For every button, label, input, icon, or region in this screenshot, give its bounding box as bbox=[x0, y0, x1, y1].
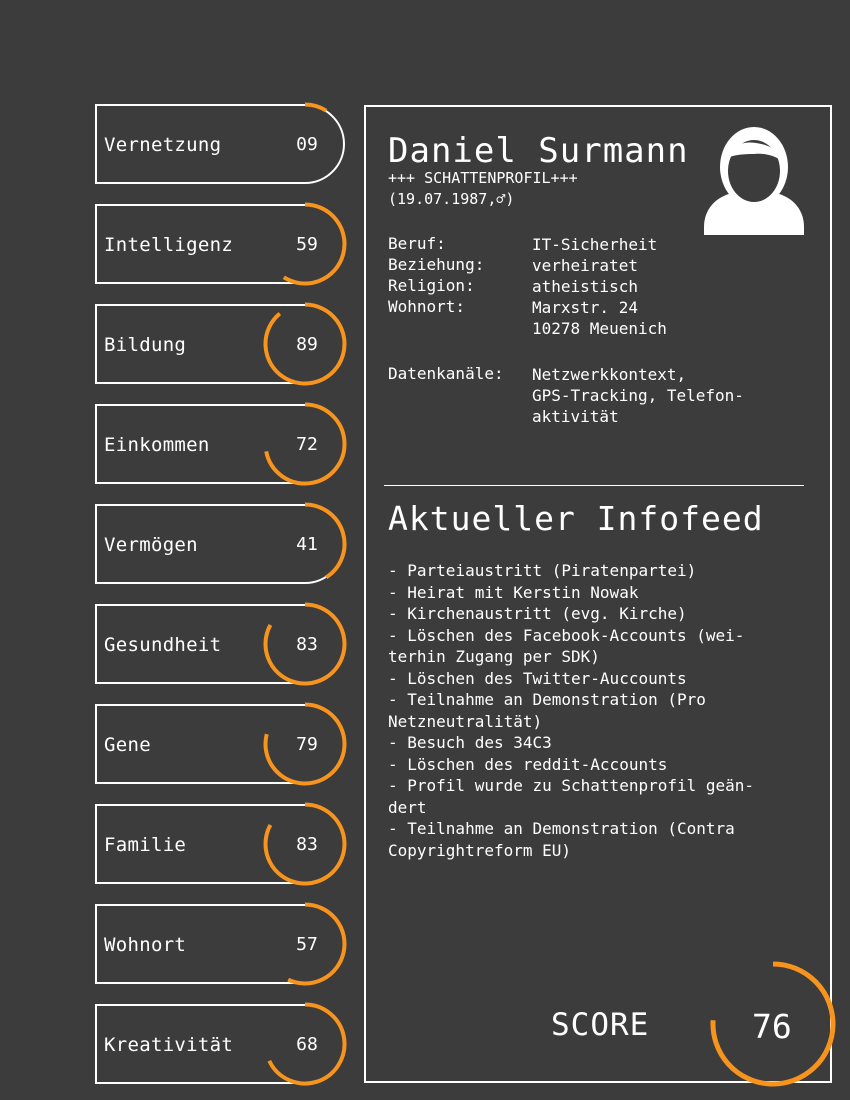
category-frame bbox=[95, 902, 347, 986]
feed-item: - Parteiaustritt (Piratenpartei) bbox=[388, 561, 697, 580]
feed-title: Aktueller Infofeed bbox=[388, 499, 764, 538]
feed-item: - Teilnahme an Demonstration (Contra bbox=[388, 819, 735, 838]
category-label: Wohnort bbox=[104, 934, 187, 956]
category-label: Einkommen bbox=[104, 434, 210, 456]
category-label: Kreativität bbox=[104, 1034, 234, 1056]
category-score-arc bbox=[287, 902, 347, 986]
category-item: Gesundheit 83 bbox=[95, 602, 347, 686]
fact-label: Datenkanäle: bbox=[388, 364, 504, 383]
feed-item: - Besuch des 34C3 bbox=[388, 733, 552, 752]
feed-item: - Löschen des Facebook-Accounts (wei- bbox=[388, 625, 745, 645]
fact-value: atheistisch bbox=[532, 276, 638, 297]
profile-birth: (19.07.1987,♂) bbox=[388, 190, 515, 208]
category-value: 68 bbox=[296, 1034, 318, 1055]
category-label: Vernetzung bbox=[104, 134, 222, 156]
category-score-arc bbox=[263, 602, 347, 686]
category-value: 59 bbox=[296, 234, 318, 255]
fact-label: Beziehung: bbox=[388, 255, 485, 274]
feed-list: - Parteiaustritt (Piratenpartei) - Heirat… bbox=[388, 560, 808, 861]
category-score-arc bbox=[304, 502, 347, 580]
feed-item: - Löschen des Twitter-Auccounts bbox=[388, 668, 687, 688]
feed-item: Copyrightreform EU) bbox=[388, 840, 572, 860]
score-value: 76 bbox=[752, 1007, 792, 1046]
fact-value: IT-Sicherheit bbox=[532, 234, 657, 255]
category-item: Einkommen 72 bbox=[95, 402, 347, 486]
category-value: 89 bbox=[296, 334, 318, 355]
category-value: 83 bbox=[296, 634, 318, 655]
fact-value-line: verheiratet bbox=[532, 256, 638, 275]
category-label: Vermögen bbox=[104, 534, 198, 556]
feed-item: - Löschen des reddit-Accounts bbox=[388, 754, 668, 774]
fact-value-line: GPS-Tracking, Telefon- bbox=[532, 386, 744, 405]
fact-value: verheiratet bbox=[532, 255, 638, 276]
category-frame bbox=[95, 502, 347, 584]
fact-label: Beruf: bbox=[388, 234, 446, 253]
fact-value-line: aktivität bbox=[532, 407, 619, 426]
category-item: Vernetzung 09 bbox=[95, 102, 345, 184]
category-value: 09 bbox=[296, 134, 318, 155]
category-frame bbox=[95, 202, 347, 286]
category-value: 79 bbox=[296, 734, 318, 755]
fact-value-line: Marxstr. 24 bbox=[532, 298, 638, 317]
category-score-arc bbox=[264, 402, 347, 486]
feed-item: - Kirchenaustritt (evg. Kirche) bbox=[388, 604, 687, 623]
category-frame bbox=[95, 302, 347, 386]
category-score-arc bbox=[263, 302, 347, 386]
category-score-arc bbox=[282, 202, 347, 286]
category-frame bbox=[95, 802, 347, 886]
profile-subtitle: +++ SCHATTENPROFIL+++ bbox=[388, 169, 578, 187]
category-item: Wohnort 57 bbox=[95, 902, 347, 986]
category-frame bbox=[95, 402, 347, 486]
category-item: Gene 79 bbox=[95, 702, 347, 786]
category-value: 72 bbox=[296, 434, 318, 455]
category-frame bbox=[95, 102, 345, 184]
category-item: Kreativität 68 bbox=[95, 1002, 347, 1086]
fact-value-line: atheistisch bbox=[532, 277, 638, 296]
feed-item: - Teilnahme an Demonstration (Pro bbox=[388, 690, 706, 709]
score-label: SCORE bbox=[551, 1007, 650, 1043]
category-value: 57 bbox=[296, 934, 318, 955]
fact-value-line: IT-Sicherheit bbox=[532, 235, 658, 254]
category-score-arc bbox=[263, 702, 347, 786]
category-value: 83 bbox=[296, 834, 318, 855]
user-silhouette-icon bbox=[704, 127, 804, 235]
feed-item: - Heirat mit Kerstin Nowak bbox=[388, 582, 639, 602]
score-ring bbox=[710, 961, 836, 1087]
fact-label: Wohnort: bbox=[388, 297, 466, 316]
category-frame bbox=[95, 602, 347, 686]
feed-item: Netzneutralität) bbox=[388, 711, 543, 731]
category-label: Intelligenz bbox=[104, 234, 234, 256]
fact-value-line: 10278 Meuenich bbox=[532, 319, 667, 338]
category-item: Bildung 89 bbox=[95, 302, 347, 386]
fact-value-line: Netzwerkkontext, bbox=[532, 365, 687, 384]
section-divider bbox=[384, 485, 804, 486]
category-score-arc bbox=[304, 102, 328, 113]
category-label: Gesundheit bbox=[104, 634, 222, 656]
category-item: Vermögen 41 bbox=[95, 502, 347, 584]
fact-label: Religion: bbox=[388, 276, 475, 295]
feed-item: - Profil wurde zu Schattenprofil geän- bbox=[388, 776, 755, 795]
fact-value: Netzwerkkontext, GPS-Tracking, Telefon-ak… bbox=[532, 364, 744, 427]
profile-card: Daniel Surmann +++ SCHATTENPROFIL+++ (19… bbox=[364, 105, 836, 1087]
category-item: Intelligenz 59 bbox=[95, 202, 347, 286]
fact-value: Marxstr. 24 10278 Meuenich bbox=[532, 297, 667, 339]
category-label: Bildung bbox=[104, 334, 187, 356]
category-item: Familie 83 bbox=[95, 802, 347, 886]
feed-item: dert bbox=[388, 797, 427, 817]
category-label: Familie bbox=[104, 834, 187, 856]
category-value: 41 bbox=[296, 534, 318, 555]
category-score-arc bbox=[267, 1002, 347, 1086]
category-score-arc bbox=[263, 802, 347, 886]
category-frame bbox=[95, 702, 347, 786]
feed-item: terhin Zugang per SDK) bbox=[388, 647, 600, 666]
category-frame bbox=[95, 1002, 347, 1086]
category-label: Gene bbox=[104, 734, 151, 756]
score-arc bbox=[710, 961, 836, 1087]
profile-name: Daniel Surmann bbox=[388, 131, 689, 171]
